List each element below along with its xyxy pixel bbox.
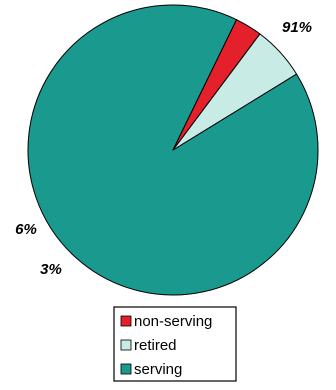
legend-label-retired: retired (134, 337, 177, 354)
slice-label-serving: 91% (282, 19, 312, 36)
legend-entry-serving: serving (120, 361, 182, 378)
legend-entry-non-serving: non-serving (120, 313, 212, 330)
slice-label-non-serving: 3% (40, 261, 62, 278)
legend: non-serving retired serving (113, 306, 237, 382)
legend-swatch-retired (120, 339, 132, 351)
legend-box (113, 306, 237, 382)
pie-slice-non-serving (172, 19, 261, 151)
legend-swatch-serving (120, 363, 132, 375)
legend-swatch-non-serving (120, 315, 132, 327)
slice-label-retired: 6% (15, 221, 37, 238)
legend-entry-retired: retired (120, 337, 177, 354)
pie-slices (27, 4, 319, 296)
legend-label-serving: serving (134, 361, 182, 378)
legend-label-non-serving: non-serving (134, 313, 212, 330)
